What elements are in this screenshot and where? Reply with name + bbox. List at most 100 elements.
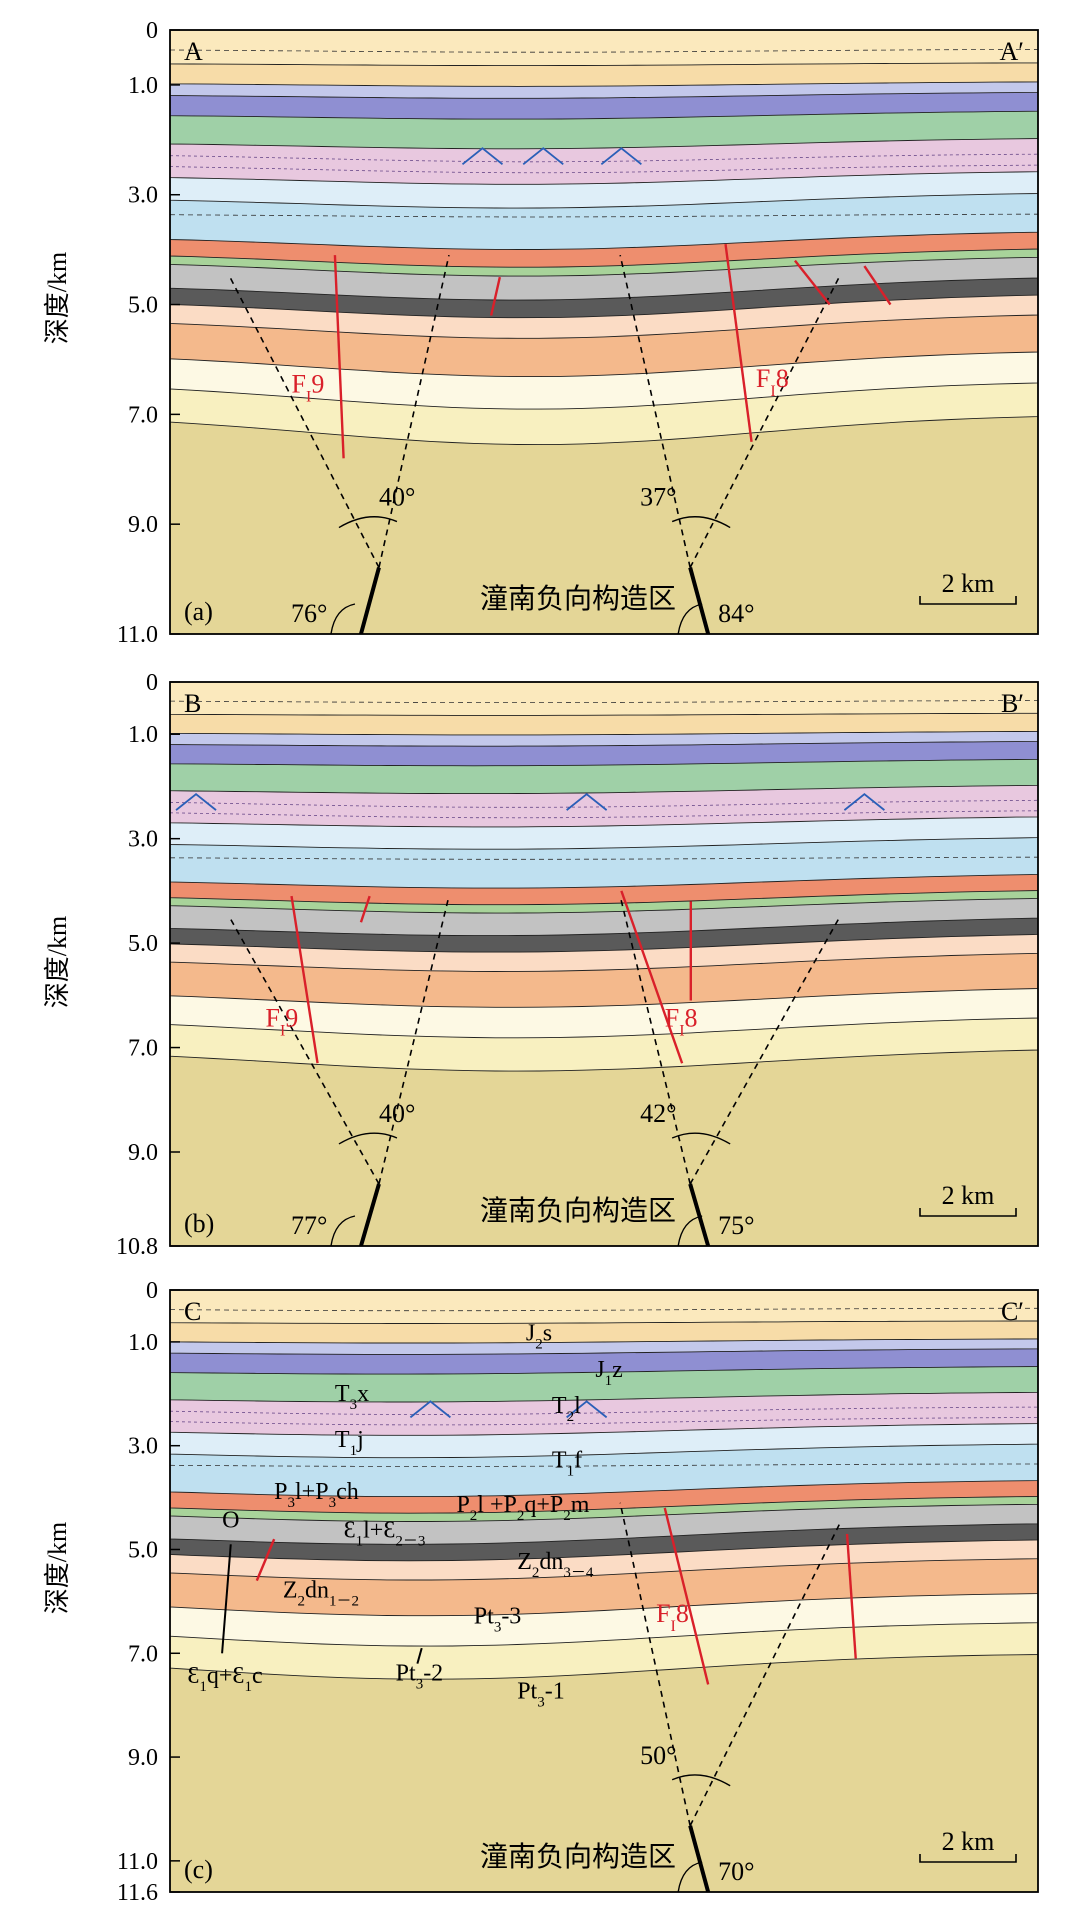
strata-label: Pt3-3 [474,1603,522,1635]
angle-label-upper: 40° [379,1099,415,1128]
marker-dash-line [169,49,1039,53]
scale-bar-label: 2 km [942,1827,995,1856]
panels-group: 0 1.0 3.0 5.0 7.0 9.0 11.0 A A′ (a) 潼南负向构造区 2 km 40°… [116,18,1039,1906]
zone-label: 潼南负向构造区 [480,583,676,615]
zone-label: 潼南负向构造区 [480,1841,676,1873]
strata-label: J2s [526,1321,552,1353]
angle-arc [338,1132,398,1145]
cone-dash-line [228,915,380,1185]
boundary-fault [688,567,711,635]
strata-label: P2l +P2q+P2m [456,1492,589,1524]
strata-label: Pt3-1 [517,1679,565,1711]
red-fault [255,1538,276,1582]
panel-b: 0 1.0 3.0 5.0 7.0 9.0 10.8 B B′ (b) 潼南负向构造区 2 km 40°… [116,670,1039,1260]
depth-axis-label-a: 深度/km [43,252,72,344]
angle-arc [671,1774,731,1787]
red-fault [620,890,684,1064]
fold-mark [843,792,885,811]
fold-mark [566,792,608,811]
boundary-fault [359,567,381,635]
depth-tick-label: 9.0 [128,1140,158,1166]
angle-label-lower: 76° [291,599,327,628]
depth-tick-label: 7.0 [128,402,158,428]
depth-tick-label: 0 [146,1278,158,1304]
fold-mark [175,792,217,811]
angle-label-lower: 70° [718,1857,754,1886]
scale-bar [919,1854,1017,1863]
cone-dash-line [619,254,691,568]
fold-mark [600,147,642,165]
cone-dash-line [689,1522,841,1827]
angle-label-lower: 84° [718,599,754,628]
fold-mark [566,1400,608,1419]
red-fault [489,276,502,316]
black-fault [221,1544,232,1654]
base-angle-arc [677,1861,703,1893]
base-angle-arc [330,1215,356,1247]
depth-tick-label: 3.0 [128,827,158,853]
fold-mark [409,1400,451,1419]
angle-label-upper: 50° [640,1741,676,1770]
scale-bar [919,1208,1017,1217]
depth-tick-label: 11.6 [117,1880,158,1906]
t2l-dash-line [169,1417,1039,1426]
depth-tick-label: 9.0 [128,1745,158,1771]
depth-tick-label: 1.0 [128,1330,158,1356]
depth-tick-label: 5.0 [128,293,158,319]
red-fault [663,1507,710,1685]
section-end-label: A′ [1000,37,1024,66]
depth-tick-label: 11.0 [117,622,158,648]
layer-j2s [169,681,1039,716]
angle-label-lower: 77° [291,1211,327,1240]
depth-tick-label: 5.0 [128,931,158,957]
scale-bar-label: 2 km [942,569,995,598]
red-fault [863,265,892,306]
cone-dash-line [619,1502,691,1826]
angle-label-upper: 40° [379,483,415,512]
fault-label: FI9 [265,1004,298,1040]
scale-bar [919,596,1017,605]
depth-tick-label: 5.0 [128,1537,158,1563]
strata-label: Z2dn3－4 [517,1549,594,1581]
zone-label: 潼南负向构造区 [480,1195,676,1227]
t2l-dash-line [169,810,1039,819]
depth-tick-label: 3.0 [128,183,158,209]
section-start-label: B [184,689,201,718]
strata-label: T3x [335,1381,369,1413]
boundary-fault [359,1183,381,1247]
panel-label: (b) [184,1209,214,1238]
red-fault [333,255,345,459]
angle-label-upper: 42° [640,1099,676,1128]
strata-label: T1j [335,1427,364,1459]
depth-axis-label-b: 深度/km [43,916,72,1008]
panel-frame [169,1289,1039,1893]
red-fault [290,895,319,1064]
marker-dash-line [169,856,1038,860]
marker-dash-line [169,700,1039,703]
red-fault [794,259,831,306]
depth-tick-label: 7.0 [128,1641,158,1667]
depth-tick-label: 1.0 [128,722,158,748]
fault-label: FI9 [292,369,325,405]
angle-arc [671,1132,731,1145]
red-fault [359,895,371,923]
panel-frame [169,681,1039,1247]
section-end-label: C′ [1001,1297,1024,1326]
fold-mark [522,147,564,165]
angle-arc [338,516,398,529]
base-angle-arc [330,603,356,635]
angle-arc [671,516,731,529]
angle-label-upper: 37° [640,483,676,512]
section-end-label: B′ [1001,689,1024,718]
panel-label: (c) [184,1855,213,1884]
base-angle-arc [677,1215,703,1247]
section-start-label: C [184,1297,201,1326]
section-start-label: A [184,37,203,66]
panel-frame [169,29,1039,635]
strata-label: Pt3-2 [396,1660,444,1692]
fault-label: FI8 [656,1599,689,1635]
depth-tick-label: 9.0 [128,512,158,538]
strata-label: J1z [595,1357,623,1389]
strata-label: Ɛ1q+Ɛ1c [187,1663,262,1695]
